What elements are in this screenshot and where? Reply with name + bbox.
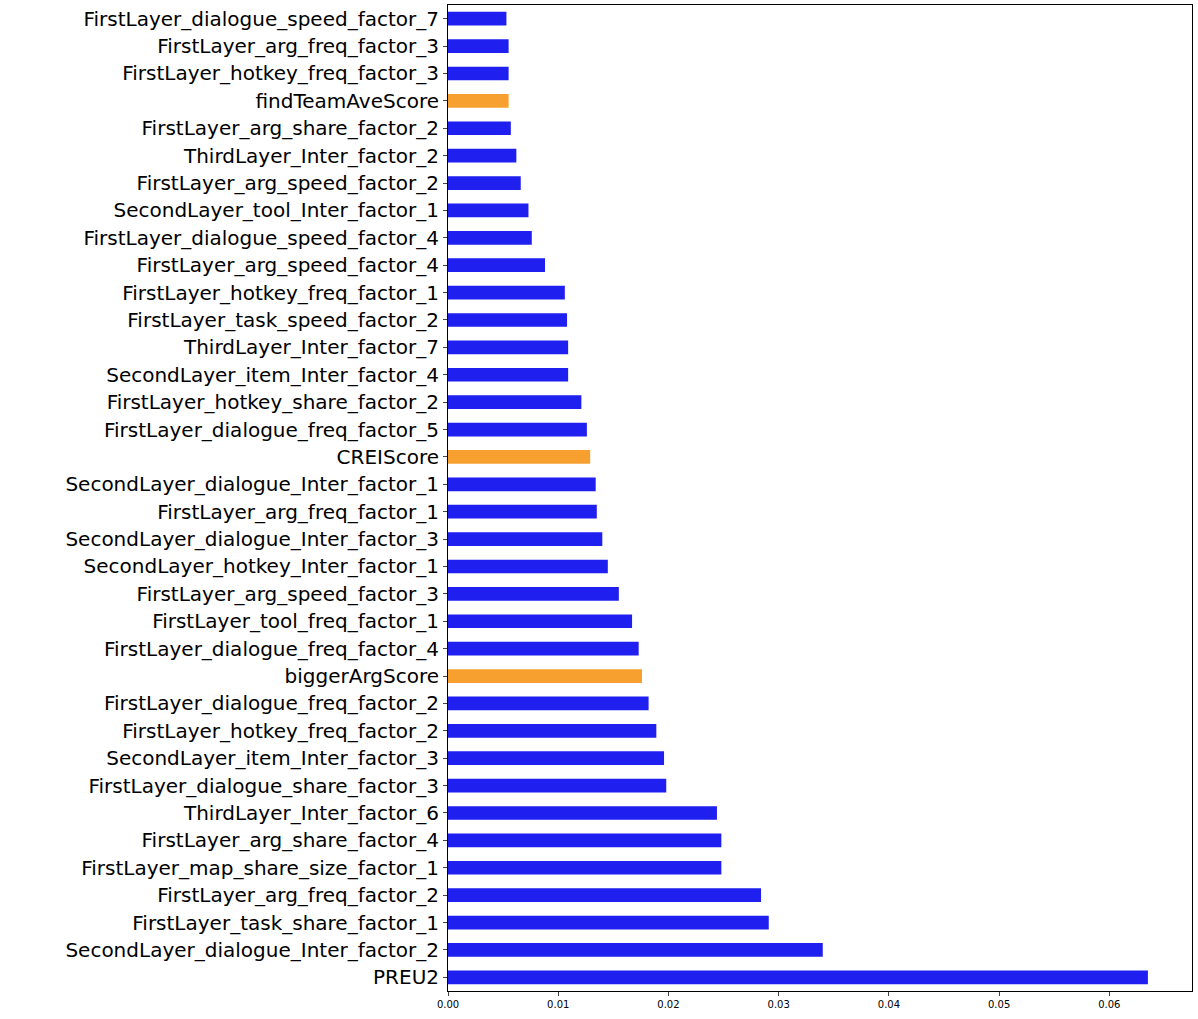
svg-text:biggerArgScore: biggerArgScore — [285, 664, 439, 688]
svg-text:FirstLayer_dialogue_speed_fact: FirstLayer_dialogue_speed_factor_7 — [83, 7, 439, 31]
svg-text:SecondLayer_item_Inter_factor_: SecondLayer_item_Inter_factor_4 — [106, 363, 439, 387]
svg-text:FirstLayer_arg_share_factor_4: FirstLayer_arg_share_factor_4 — [142, 828, 439, 852]
svg-text:FirstLayer_arg_freq_factor_1: FirstLayer_arg_freq_factor_1 — [157, 500, 439, 524]
svg-text:0.05: 0.05 — [988, 999, 1010, 1010]
svg-text:ThirdLayer_Inter_factor_7: ThirdLayer_Inter_factor_7 — [183, 335, 439, 359]
svg-text:FirstLayer_tool_freq_factor_1: FirstLayer_tool_freq_factor_1 — [152, 609, 439, 633]
svg-text:FirstLayer_dialogue_share_fact: FirstLayer_dialogue_share_factor_3 — [88, 774, 439, 798]
svg-text:findTeamAveScore: findTeamAveScore — [256, 89, 440, 113]
svg-text:FirstLayer_hotkey_freq_factor_: FirstLayer_hotkey_freq_factor_2 — [122, 719, 439, 743]
svg-text:FirstLayer_hotkey_freq_factor_: FirstLayer_hotkey_freq_factor_3 — [122, 61, 439, 85]
svg-text:SecondLayer_dialogue_Inter_fac: SecondLayer_dialogue_Inter_factor_1 — [65, 472, 439, 496]
svg-text:FirstLayer_hotkey_share_factor: FirstLayer_hotkey_share_factor_2 — [107, 390, 439, 414]
svg-text:SecondLayer_item_Inter_factor_: SecondLayer_item_Inter_factor_3 — [106, 746, 439, 770]
svg-text:SecondLayer_hotkey_Inter_facto: SecondLayer_hotkey_Inter_factor_1 — [84, 554, 439, 578]
svg-text:0.02: 0.02 — [657, 999, 679, 1010]
svg-text:FirstLayer_dialogue_freq_facto: FirstLayer_dialogue_freq_factor_2 — [104, 691, 439, 715]
svg-text:FirstLayer_arg_speed_factor_4: FirstLayer_arg_speed_factor_4 — [137, 253, 439, 277]
svg-text:CREIScore: CREIScore — [337, 445, 439, 469]
svg-text:FirstLayer_hotkey_freq_factor_: FirstLayer_hotkey_freq_factor_1 — [122, 281, 439, 305]
svg-text:FirstLayer_dialogue_freq_facto: FirstLayer_dialogue_freq_factor_4 — [104, 637, 439, 661]
svg-text:FirstLayer_arg_share_factor_2: FirstLayer_arg_share_factor_2 — [142, 116, 439, 140]
svg-text:SecondLayer_dialogue_Inter_fac: SecondLayer_dialogue_Inter_factor_3 — [65, 527, 439, 551]
svg-text:FirstLayer_map_share_size_fact: FirstLayer_map_share_size_factor_1 — [81, 856, 439, 880]
svg-text:FirstLayer_dialogue_freq_facto: FirstLayer_dialogue_freq_factor_5 — [104, 418, 439, 442]
svg-text:0.00: 0.00 — [437, 999, 459, 1010]
svg-text:FirstLayer_arg_speed_factor_2: FirstLayer_arg_speed_factor_2 — [137, 171, 439, 195]
svg-text:SecondLayer_tool_Inter_factor_: SecondLayer_tool_Inter_factor_1 — [114, 198, 440, 222]
svg-text:SecondLayer_dialogue_Inter_fac: SecondLayer_dialogue_Inter_factor_2 — [65, 938, 439, 962]
svg-text:FirstLayer_task_share_factor_1: FirstLayer_task_share_factor_1 — [132, 911, 439, 935]
svg-text:PREU2: PREU2 — [373, 965, 439, 989]
svg-text:0.01: 0.01 — [547, 999, 569, 1010]
svg-text:ThirdLayer_Inter_factor_2: ThirdLayer_Inter_factor_2 — [183, 144, 439, 168]
svg-text:0.04: 0.04 — [878, 999, 900, 1010]
svg-text:FirstLayer_arg_speed_factor_3: FirstLayer_arg_speed_factor_3 — [137, 582, 439, 606]
svg-text:FirstLayer_dialogue_speed_fact: FirstLayer_dialogue_speed_factor_4 — [83, 226, 439, 250]
svg-text:FirstLayer_arg_freq_factor_2: FirstLayer_arg_freq_factor_2 — [157, 883, 439, 907]
svg-text:FirstLayer_task_speed_factor_2: FirstLayer_task_speed_factor_2 — [127, 308, 439, 332]
svg-text:ThirdLayer_Inter_factor_6: ThirdLayer_Inter_factor_6 — [183, 801, 439, 825]
svg-text:0.06: 0.06 — [1098, 999, 1120, 1010]
svg-text:FirstLayer_arg_freq_factor_3: FirstLayer_arg_freq_factor_3 — [157, 34, 439, 58]
svg-text:0.03: 0.03 — [768, 999, 790, 1010]
